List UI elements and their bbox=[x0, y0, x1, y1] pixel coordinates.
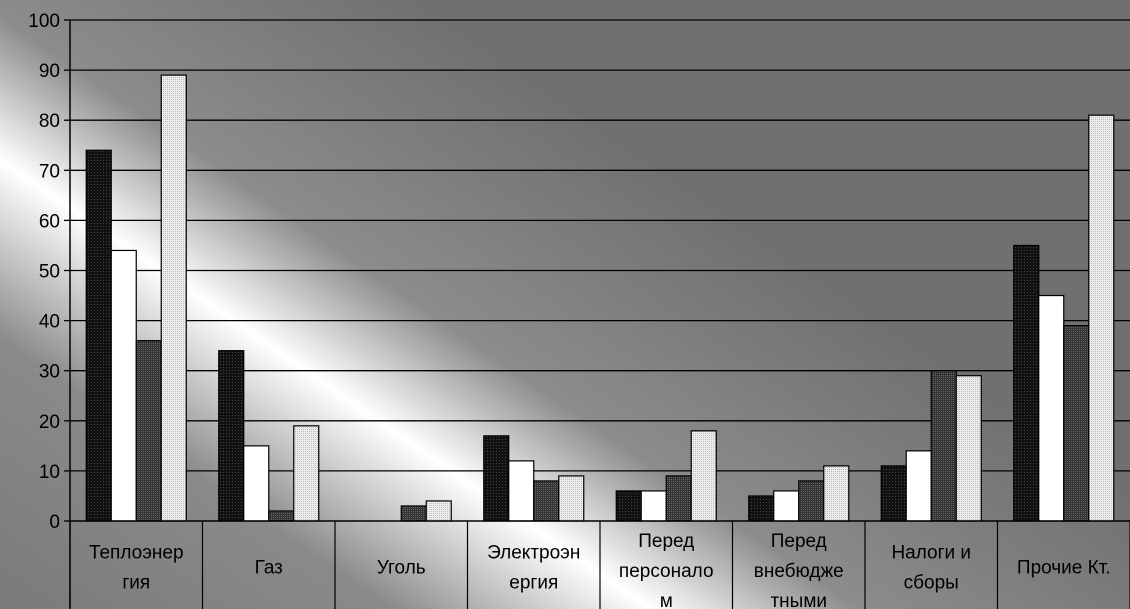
x-category-label-line: Перед bbox=[638, 531, 694, 552]
bar bbox=[558, 475, 585, 522]
y-tick-label: 10 bbox=[39, 462, 60, 483]
bar bbox=[880, 465, 907, 522]
y-tick-label: 80 bbox=[39, 111, 60, 132]
bar bbox=[85, 149, 112, 522]
x-category-label: Газ bbox=[255, 558, 283, 579]
bar bbox=[110, 249, 137, 522]
bar bbox=[798, 480, 825, 522]
x-category-label-line: Налоги и bbox=[891, 543, 971, 564]
y-tick-labels: 0 10 20 30 40 50 60 70 80 90 100 bbox=[28, 11, 60, 533]
x-category-label: Перед персонало м bbox=[619, 531, 714, 609]
x-category-label: Электроэн ергия bbox=[487, 543, 580, 594]
y-tick-label: 100 bbox=[28, 11, 60, 32]
x-category-labels: Теплоэнер гия Газ Уголь Электроэн ергия Перед п… bbox=[89, 531, 1111, 609]
x-category-label-line: ергия bbox=[509, 573, 558, 594]
x-category-label-line: сборы bbox=[904, 573, 959, 594]
x-category-label-line: м bbox=[660, 591, 673, 609]
x-category-label: Прочие Кт. bbox=[1017, 558, 1111, 579]
bar bbox=[1063, 325, 1090, 522]
axes bbox=[64, 19, 1130, 609]
bar bbox=[748, 495, 775, 522]
x-category-label-line: персонало bbox=[619, 561, 714, 582]
y-tick-label: 90 bbox=[39, 61, 60, 82]
x-category-label: Перед внебюдже тными bbox=[754, 531, 844, 609]
x-category-label-line: Уголь bbox=[377, 558, 426, 579]
x-category-label-line: Перед bbox=[771, 531, 827, 552]
bar bbox=[1088, 114, 1115, 522]
x-category-label: Теплоэнер гия bbox=[89, 543, 184, 594]
bar bbox=[243, 445, 270, 522]
bars bbox=[85, 74, 1115, 522]
bar bbox=[533, 480, 560, 522]
x-category-label-line: внебюдже bbox=[754, 561, 844, 582]
y-tick-label: 40 bbox=[39, 312, 60, 333]
x-category-label-line: тными bbox=[770, 591, 827, 609]
x-category-label: Уголь bbox=[377, 558, 426, 579]
x-category-label-line: Прочие Кт. bbox=[1017, 558, 1111, 579]
bar bbox=[508, 460, 535, 522]
y-tick-label: 20 bbox=[39, 412, 60, 433]
x-category-label: Налоги и сборы bbox=[891, 543, 971, 594]
bar bbox=[218, 350, 245, 522]
bar bbox=[665, 475, 692, 522]
x-category-label-line: Электроэн bbox=[487, 543, 580, 564]
bar bbox=[135, 340, 162, 522]
gridlines bbox=[70, 19, 1130, 472]
x-category-label-line: гия bbox=[122, 573, 150, 594]
bar bbox=[1038, 294, 1065, 522]
y-tick-label: 70 bbox=[39, 161, 60, 182]
y-tick-label: 60 bbox=[39, 211, 60, 232]
bar bbox=[690, 430, 717, 522]
bar bbox=[483, 435, 510, 522]
bar bbox=[400, 505, 427, 522]
y-tick-label: 30 bbox=[39, 362, 60, 383]
bar bbox=[905, 450, 932, 522]
bar bbox=[823, 465, 850, 522]
bar bbox=[773, 490, 800, 522]
y-tick-label: 50 bbox=[39, 262, 60, 283]
bar bbox=[293, 425, 320, 522]
bar bbox=[425, 500, 452, 522]
bar bbox=[160, 74, 187, 522]
bar bbox=[955, 375, 982, 522]
x-category-label-line: Теплоэнер bbox=[89, 543, 184, 564]
bar bbox=[640, 490, 667, 522]
y-tick-label: 0 bbox=[49, 512, 60, 533]
bar bbox=[1013, 244, 1040, 522]
x-category-label-line: Газ bbox=[255, 558, 283, 579]
bar bbox=[268, 510, 295, 522]
bar bbox=[930, 370, 957, 522]
bar bbox=[615, 490, 642, 522]
